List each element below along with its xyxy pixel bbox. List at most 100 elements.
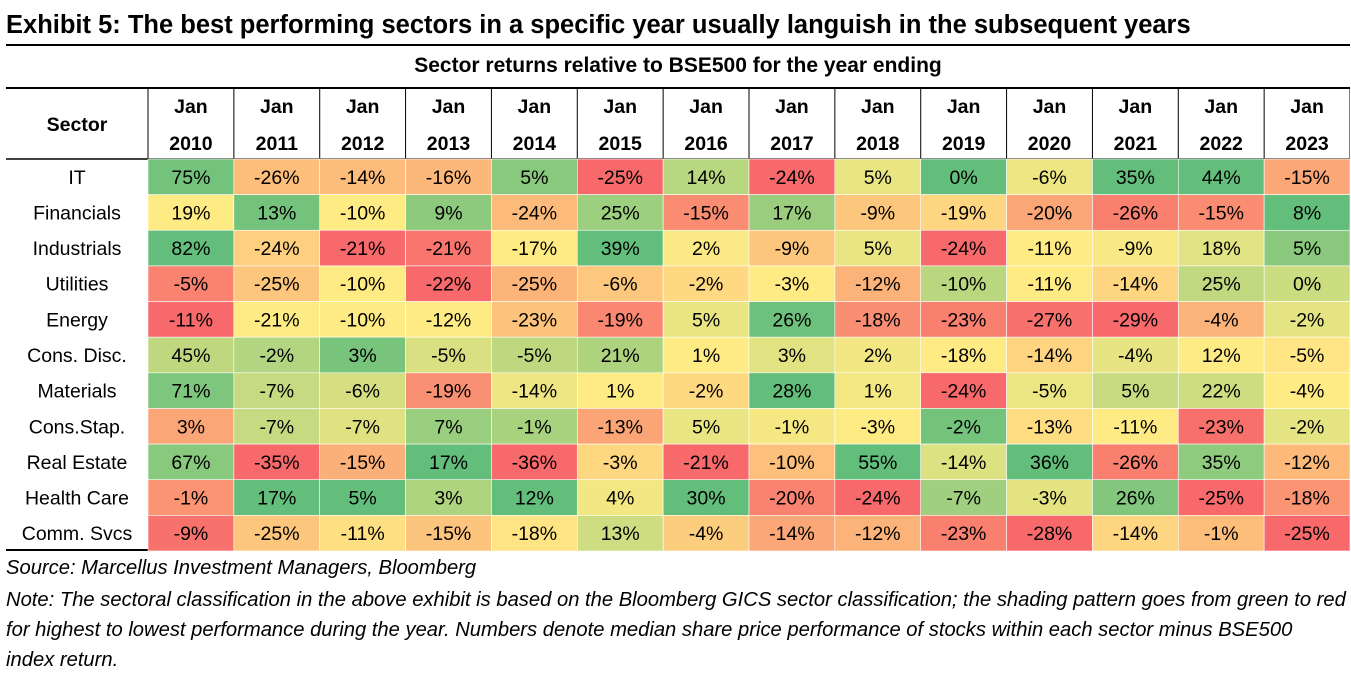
cell-value-label: -1% (517, 416, 552, 438)
sector-label: IT (68, 167, 85, 189)
cell-value-label: -24% (941, 238, 987, 260)
column-header-month: Jan (432, 96, 466, 118)
heatmap-cell (748, 301, 836, 338)
column-header-year: 2019 (942, 133, 986, 155)
column-header-month: Jan (1119, 96, 1153, 118)
heatmap-cell (1263, 443, 1350, 481)
heatmap-cell (1092, 229, 1179, 267)
heatmap-cell (491, 229, 578, 267)
heatmap-cell (233, 265, 321, 302)
column-header-month: Jan (689, 96, 723, 118)
cell-value-label: 12% (1202, 345, 1241, 367)
cell-value-label: 4% (606, 488, 634, 510)
cell-value-label: 3% (434, 488, 462, 510)
cell-value-label: -15% (1284, 167, 1330, 189)
cell-value-label: -25% (1284, 523, 1330, 545)
cell-value-label: -24% (941, 381, 987, 403)
cell-value-label: 67% (171, 452, 210, 474)
cell-value-label: -7% (259, 381, 294, 403)
cell-value-label: -1% (775, 416, 810, 438)
heatmap-cell (1092, 265, 1179, 302)
cell-value-label: 3% (177, 416, 205, 438)
heatmap-cell (1006, 336, 1093, 374)
heatmap-cell (1263, 194, 1350, 231)
cell-value-label: 3% (778, 345, 806, 367)
cell-value-label: -12% (1284, 452, 1330, 474)
column-header-month: Jan (1033, 96, 1067, 118)
heatmap-cell (1177, 265, 1265, 302)
heatmap-cell (576, 265, 664, 302)
heatmap-cell (662, 158, 750, 195)
cell-value-label: -4% (1118, 345, 1153, 367)
heatmap-cell (1006, 194, 1093, 231)
heatmap-cell (147, 515, 235, 551)
heatmap-cell (1177, 229, 1265, 267)
sector-label: Energy (46, 309, 108, 331)
heatmap-cell (576, 479, 664, 516)
heatmap-cell (491, 194, 578, 231)
heatmap-cell (147, 158, 235, 195)
cell-value-label: 5% (864, 167, 892, 189)
column-header-year: 2010 (169, 133, 213, 155)
heatmap-cell (147, 301, 235, 338)
cell-value-label: 5% (520, 167, 548, 189)
heatmap-cell (576, 408, 664, 445)
cell-value-label: 19% (171, 202, 210, 224)
heatmap-cell (576, 336, 664, 374)
sector-label: Comm. Svcs (22, 523, 133, 545)
heatmap-cell (748, 372, 836, 409)
cell-value-label: 25% (601, 202, 640, 224)
heatmap-cell (576, 229, 664, 267)
cell-value-label: -1% (174, 488, 209, 510)
heatmap-cell (319, 408, 406, 445)
heatmap-cell (748, 194, 836, 231)
cell-value-label: 2% (864, 345, 892, 367)
heatmap-cell (576, 515, 664, 551)
heatmap-cell (233, 158, 321, 195)
cell-value-label: -25% (254, 274, 300, 296)
heatmap-cell (662, 479, 750, 516)
cell-value-label: 5% (1293, 238, 1321, 260)
cell-value-label: 5% (692, 309, 720, 331)
cell-value-label: -2% (689, 274, 724, 296)
heatmap-cell (491, 372, 578, 409)
column-header-year: 2014 (513, 133, 557, 155)
cell-value-label: 9% (434, 202, 462, 224)
heatmap-cell (834, 194, 922, 231)
cell-value-label: 82% (171, 238, 210, 260)
heatmap-cell (1177, 372, 1265, 409)
cell-value-label: 55% (858, 452, 897, 474)
row-header-label: Sector (47, 114, 108, 136)
cell-value-label: -4% (689, 523, 724, 545)
column-header-month: Jan (603, 96, 637, 118)
column-header-year: 2022 (1200, 133, 1244, 155)
heatmap-cell (405, 301, 492, 338)
cell-value-label: -25% (254, 523, 300, 545)
column-header-year: 2015 (599, 133, 643, 155)
heatmap-cell (147, 265, 235, 302)
cell-value-label: -12% (855, 274, 901, 296)
cell-value-label: -9% (1118, 238, 1153, 260)
column-header-month: Jan (174, 96, 208, 118)
heatmap-cell (1092, 194, 1179, 231)
sector-label: Industrials (33, 238, 122, 260)
sector-label: Real Estate (27, 452, 128, 474)
cell-value-label: 1% (692, 345, 720, 367)
heatmap-cell (662, 372, 750, 409)
cell-value-label: 35% (1202, 452, 1241, 474)
column-header-month: Jan (518, 96, 552, 118)
sector-label: Cons. Disc. (27, 345, 127, 367)
heatmap-cell (491, 301, 578, 338)
cell-value-label: -20% (769, 488, 815, 510)
heatmap-cell (662, 515, 750, 551)
heatmap-cell (1006, 372, 1093, 409)
cell-value-label: -20% (1027, 202, 1073, 224)
cell-value-label: 5% (349, 488, 377, 510)
cell-value-label: -10% (340, 202, 386, 224)
sector-label: Health Care (25, 488, 129, 510)
heatmap-cell (147, 408, 235, 445)
column-header-year: 2023 (1285, 133, 1329, 155)
column-header-year: 2013 (427, 133, 471, 155)
heatmap-cell (662, 194, 750, 231)
